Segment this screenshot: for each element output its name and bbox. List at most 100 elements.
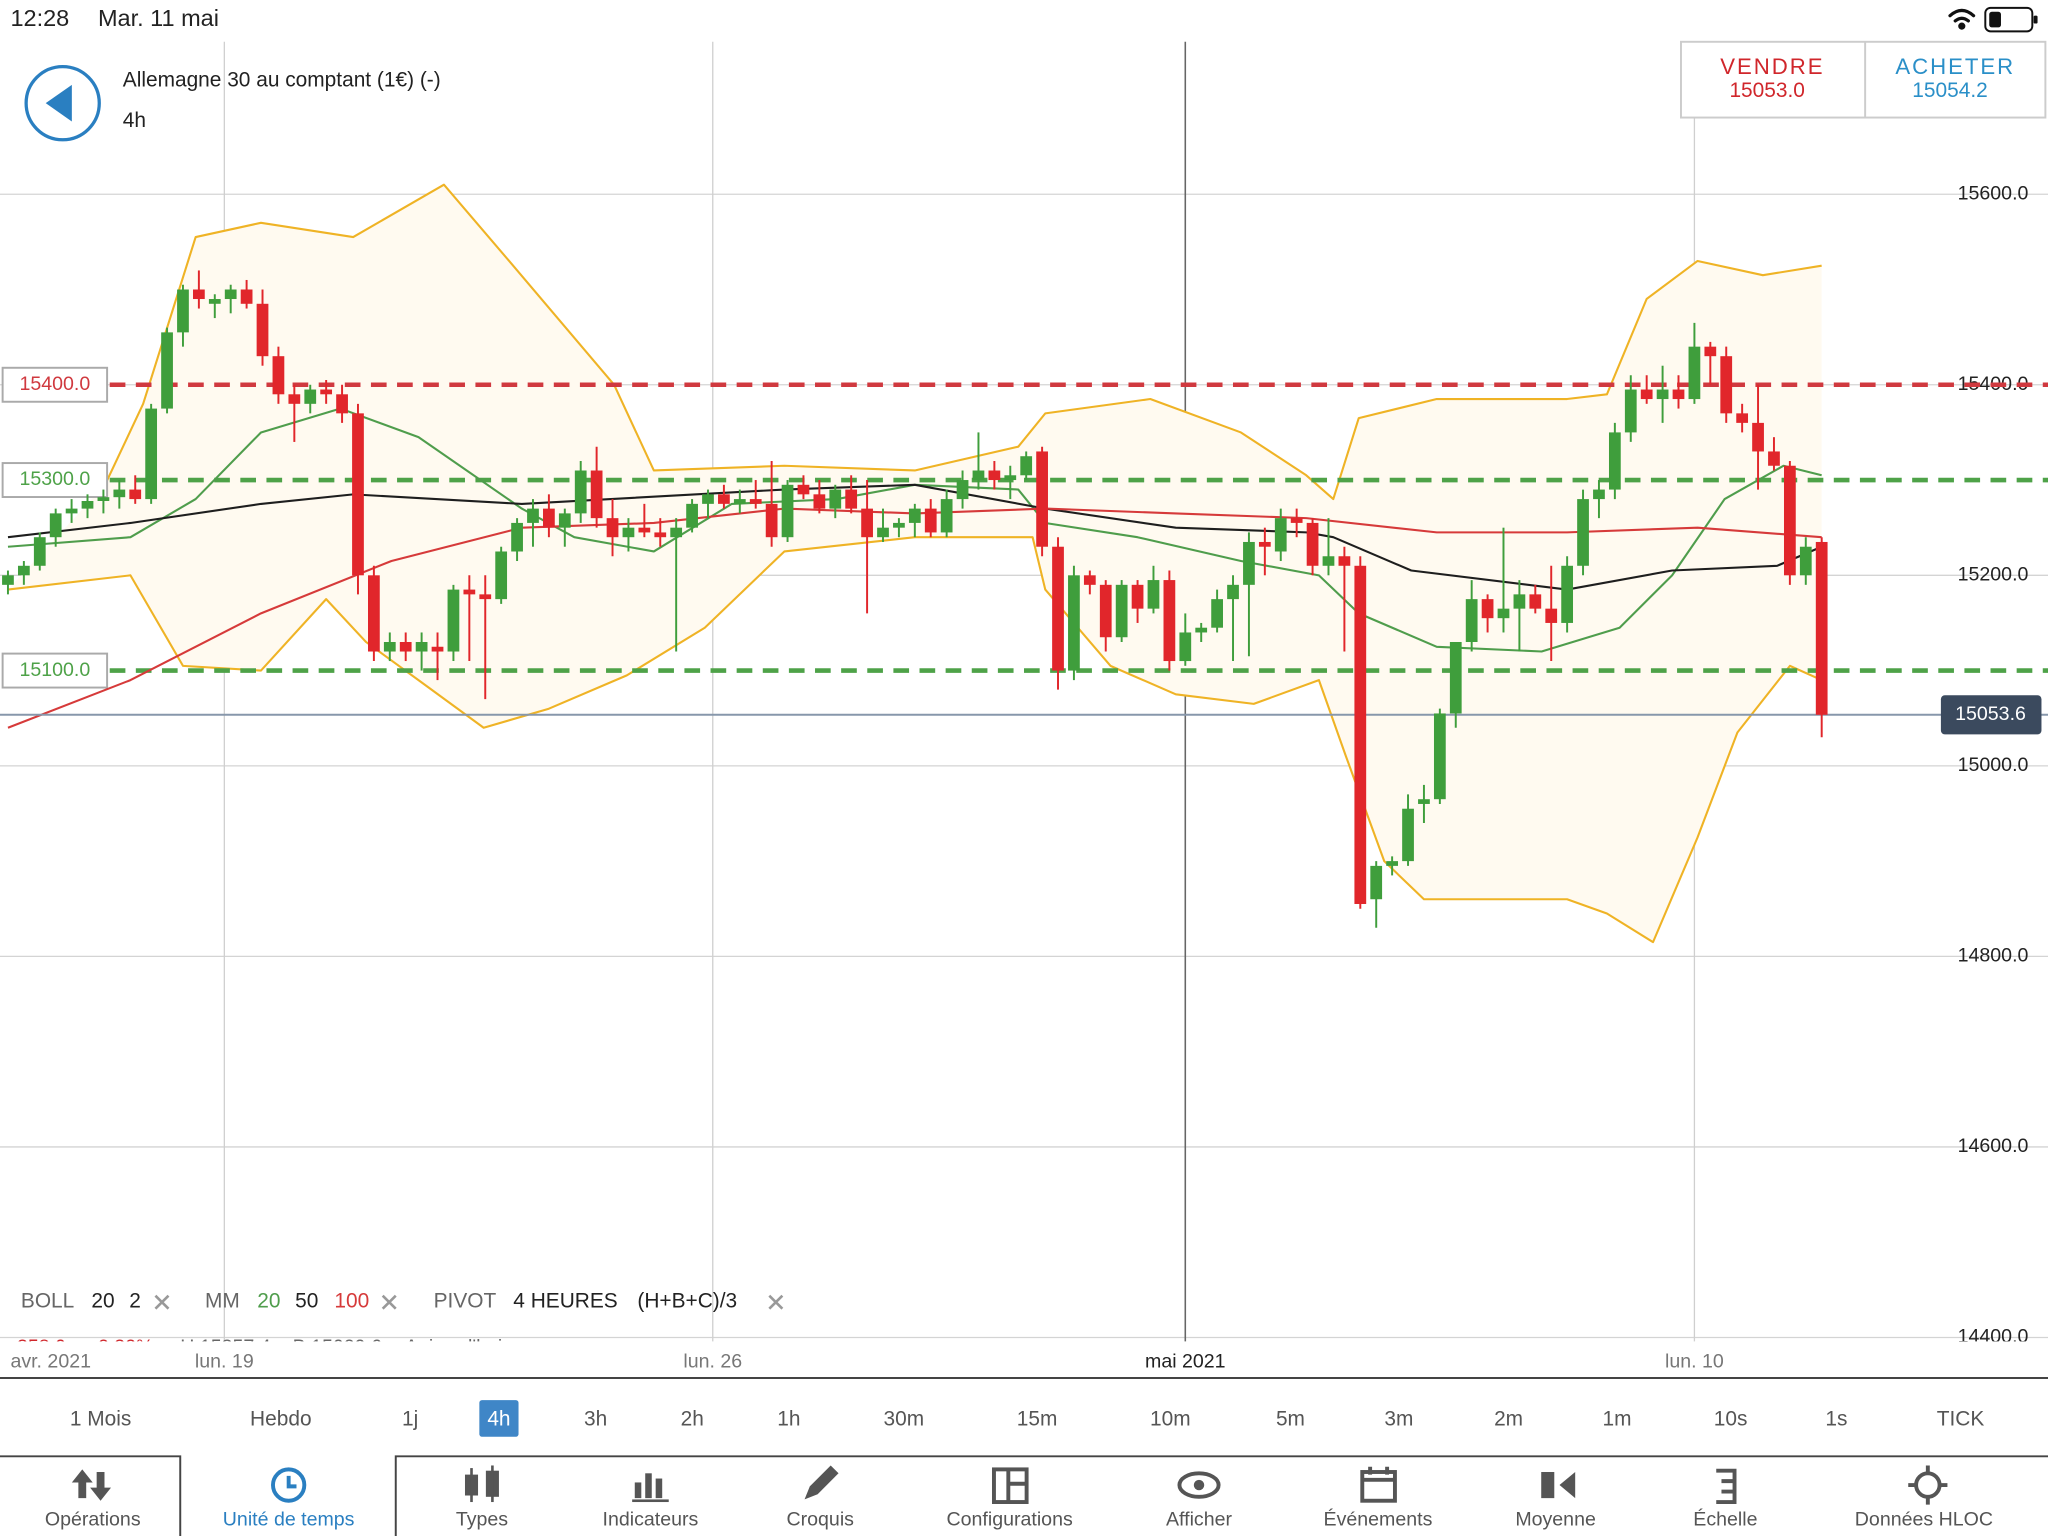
candle-body bbox=[972, 470, 985, 481]
candle-body bbox=[622, 527, 635, 538]
candle-body bbox=[1545, 608, 1558, 623]
remove-indicator[interactable] bbox=[154, 1294, 170, 1310]
candle-body bbox=[1036, 451, 1048, 547]
timeframe-button[interactable]: Hebdo bbox=[250, 1407, 312, 1430]
band-fill bbox=[7, 184, 1822, 943]
candle-body bbox=[1052, 546, 1064, 671]
candle-body bbox=[1736, 413, 1749, 423]
timeframe-button[interactable]: 5m bbox=[1276, 1407, 1305, 1430]
icon bbox=[271, 1467, 307, 1503]
timeframe-button[interactable]: 1j bbox=[402, 1407, 418, 1430]
timeframe-button[interactable]: 15m bbox=[1017, 1407, 1058, 1430]
x-tick-label: lun. 19 bbox=[195, 1350, 254, 1372]
candle-body bbox=[558, 513, 571, 528]
timeframe-button[interactable]: 4h bbox=[479, 1400, 519, 1437]
candle-body bbox=[1815, 541, 1828, 715]
candle-body bbox=[1163, 580, 1176, 662]
candle-body bbox=[1752, 422, 1764, 452]
buy-label: ACHETER bbox=[1895, 54, 2015, 79]
candle-body bbox=[1338, 556, 1351, 566]
timeframe-button[interactable]: 10s bbox=[1714, 1407, 1748, 1430]
buy-button[interactable]: ACHETER 15054.2 bbox=[1895, 54, 2015, 102]
toolbar-button[interactable]: Types bbox=[456, 1508, 508, 1530]
back-button[interactable] bbox=[24, 64, 101, 142]
candle-body bbox=[1402, 808, 1414, 862]
icon bbox=[1716, 1468, 1737, 1504]
icon bbox=[1908, 1465, 1948, 1505]
toolbar-frame bbox=[0, 1455, 2048, 1536]
toolbar-button[interactable]: Opérations bbox=[45, 1508, 141, 1530]
toolbar-button[interactable]: Configurations bbox=[947, 1508, 1073, 1530]
trade-box bbox=[1680, 40, 2047, 119]
timeframe-button[interactable]: 2h bbox=[681, 1407, 704, 1430]
candle-body bbox=[431, 646, 444, 652]
candle-body bbox=[733, 499, 746, 504]
indicator-param: 100 bbox=[334, 1290, 369, 1313]
level-label-box bbox=[1, 462, 109, 498]
candle-body bbox=[495, 551, 508, 600]
sell-button[interactable]: VENDRE 15053.0 bbox=[1720, 54, 1824, 102]
candle-body bbox=[368, 575, 380, 652]
toolbar-button[interactable]: Croquis bbox=[787, 1508, 855, 1530]
candle-body bbox=[1227, 584, 1239, 600]
candle-body bbox=[1497, 608, 1510, 619]
timeframe-button[interactable]: 3h bbox=[584, 1407, 607, 1430]
y-tick-label: 14800.0 bbox=[1958, 945, 2029, 967]
candle-body bbox=[590, 470, 603, 519]
indicator-name: PIVOT bbox=[434, 1290, 497, 1313]
timeframe-label: 3m bbox=[1384, 1407, 1413, 1430]
remove-indicator[interactable] bbox=[381, 1294, 397, 1310]
timeframe-label: 3h bbox=[584, 1407, 607, 1430]
candle-body bbox=[463, 589, 476, 595]
candle-body bbox=[686, 503, 698, 528]
toolbar-button[interactable]: Événements bbox=[1324, 1507, 1433, 1530]
toolbar-button[interactable]: Moyenne bbox=[1515, 1508, 1596, 1530]
candle-body bbox=[208, 299, 221, 304]
sell-label: VENDRE bbox=[1720, 54, 1824, 79]
toolbar: Opérations Unité de temps Types Indicateurs… bbox=[45, 1465, 1993, 1530]
candle-body bbox=[383, 641, 396, 652]
toolbar-button[interactable]: Indicateurs bbox=[603, 1508, 699, 1530]
candle-body bbox=[1672, 389, 1685, 400]
timeframe-label: 10m bbox=[1150, 1407, 1191, 1430]
remove-indicator[interactable] bbox=[768, 1294, 784, 1310]
candle-body bbox=[511, 522, 523, 552]
timeframe-button[interactable]: 1m bbox=[1602, 1407, 1631, 1430]
candle-body bbox=[1020, 456, 1033, 476]
battery-icon bbox=[1984, 6, 2038, 33]
timeframe-button[interactable]: 10m bbox=[1150, 1407, 1191, 1430]
timeframe-button[interactable]: 1s bbox=[1825, 1407, 1847, 1430]
timeframe-button[interactable]: 30m bbox=[884, 1407, 925, 1430]
timeframe-button[interactable]: 2m bbox=[1494, 1407, 1523, 1430]
candle-body bbox=[1640, 389, 1653, 400]
candle-body bbox=[1322, 556, 1335, 566]
candle-body bbox=[336, 394, 348, 414]
wifi-icon bbox=[1948, 8, 1976, 30]
timeframe-button[interactable]: 3m bbox=[1384, 1407, 1413, 1430]
timeframe-button[interactable]: 1 Mois bbox=[70, 1407, 131, 1430]
toolbar-button[interactable]: Unité de temps bbox=[223, 1508, 355, 1530]
x-tick-label: mai 2021 bbox=[1145, 1350, 1226, 1372]
candle-body bbox=[1688, 346, 1701, 400]
candle-body bbox=[272, 356, 285, 395]
candle-body bbox=[320, 389, 333, 395]
timeframe-button[interactable]: 1h bbox=[777, 1407, 800, 1430]
timeframe-label: 1s bbox=[1825, 1407, 1847, 1430]
candle-body bbox=[877, 527, 889, 538]
timeframe-button[interactable]: TICK bbox=[1937, 1407, 1985, 1430]
candle-body bbox=[65, 508, 78, 514]
candle-body bbox=[113, 489, 126, 498]
toolbar-button[interactable]: Données HLOC bbox=[1855, 1508, 1993, 1530]
candle-body bbox=[145, 408, 158, 500]
candle-body bbox=[893, 522, 905, 528]
icon bbox=[1541, 1472, 1576, 1499]
timeframe-label: 2h bbox=[681, 1407, 704, 1430]
timeframe-label: TICK bbox=[1937, 1407, 1985, 1430]
toolbar-button[interactable]: Échelle bbox=[1693, 1507, 1757, 1530]
instrument-title: Allemagne 30 au comptant (1€) (-) bbox=[123, 68, 441, 91]
band-upper bbox=[104, 183, 1822, 501]
candle-body bbox=[17, 565, 30, 576]
indicator-param: 50 bbox=[295, 1290, 318, 1313]
toolbar-button[interactable]: Afficher bbox=[1166, 1508, 1232, 1530]
candle-body bbox=[718, 494, 730, 504]
